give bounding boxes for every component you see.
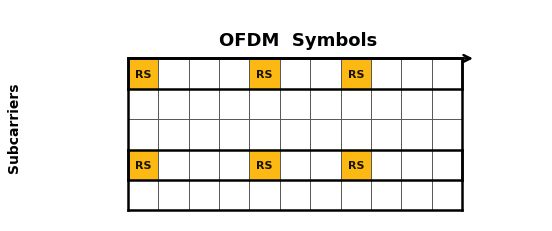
Bar	[219, 89, 250, 120]
Bar	[158, 150, 189, 180]
Bar	[432, 150, 462, 180]
Bar	[250, 89, 280, 120]
Bar	[250, 59, 280, 89]
Text: RS: RS	[348, 69, 364, 79]
Bar	[371, 120, 401, 150]
Bar	[128, 89, 158, 120]
Bar	[128, 150, 158, 180]
Bar	[432, 89, 462, 120]
Bar	[250, 150, 280, 180]
Bar	[401, 89, 432, 120]
Bar	[158, 89, 189, 120]
Text: RS: RS	[135, 160, 151, 170]
Bar	[310, 150, 341, 180]
Bar	[310, 120, 341, 150]
Bar	[158, 180, 189, 210]
Bar	[189, 180, 219, 210]
Bar	[280, 120, 310, 150]
Bar	[310, 180, 341, 210]
Bar	[189, 89, 219, 120]
Bar	[250, 120, 280, 150]
Bar	[401, 180, 432, 210]
Bar	[310, 89, 341, 120]
Bar	[432, 180, 462, 210]
Bar	[310, 59, 341, 89]
Bar	[371, 89, 401, 120]
Bar	[219, 59, 250, 89]
Bar	[401, 150, 432, 180]
Bar	[158, 120, 189, 150]
Bar	[432, 59, 462, 89]
Bar	[219, 150, 250, 180]
Bar	[341, 180, 371, 210]
Bar	[432, 120, 462, 150]
Bar	[371, 59, 401, 89]
Bar	[280, 150, 310, 180]
Text: Subcarriers: Subcarriers	[7, 82, 21, 172]
Bar	[371, 150, 401, 180]
Bar	[280, 180, 310, 210]
Bar	[189, 150, 219, 180]
Text: RS: RS	[257, 160, 273, 170]
Text: RS: RS	[135, 69, 151, 79]
Bar	[401, 59, 432, 89]
Bar	[158, 59, 189, 89]
Text: RS: RS	[348, 160, 364, 170]
Bar	[189, 120, 219, 150]
Bar	[280, 89, 310, 120]
Text: RS: RS	[257, 69, 273, 79]
Title: OFDM  Symbols: OFDM Symbols	[219, 32, 377, 50]
Bar	[341, 59, 371, 89]
Bar	[128, 180, 158, 210]
Bar	[280, 59, 310, 89]
Bar	[219, 120, 250, 150]
Bar	[371, 180, 401, 210]
Bar	[189, 59, 219, 89]
Bar	[250, 180, 280, 210]
Bar	[219, 180, 250, 210]
Bar	[341, 120, 371, 150]
Bar	[341, 150, 371, 180]
Bar	[341, 89, 371, 120]
Bar	[401, 120, 432, 150]
Bar	[128, 120, 158, 150]
Bar	[128, 59, 158, 89]
